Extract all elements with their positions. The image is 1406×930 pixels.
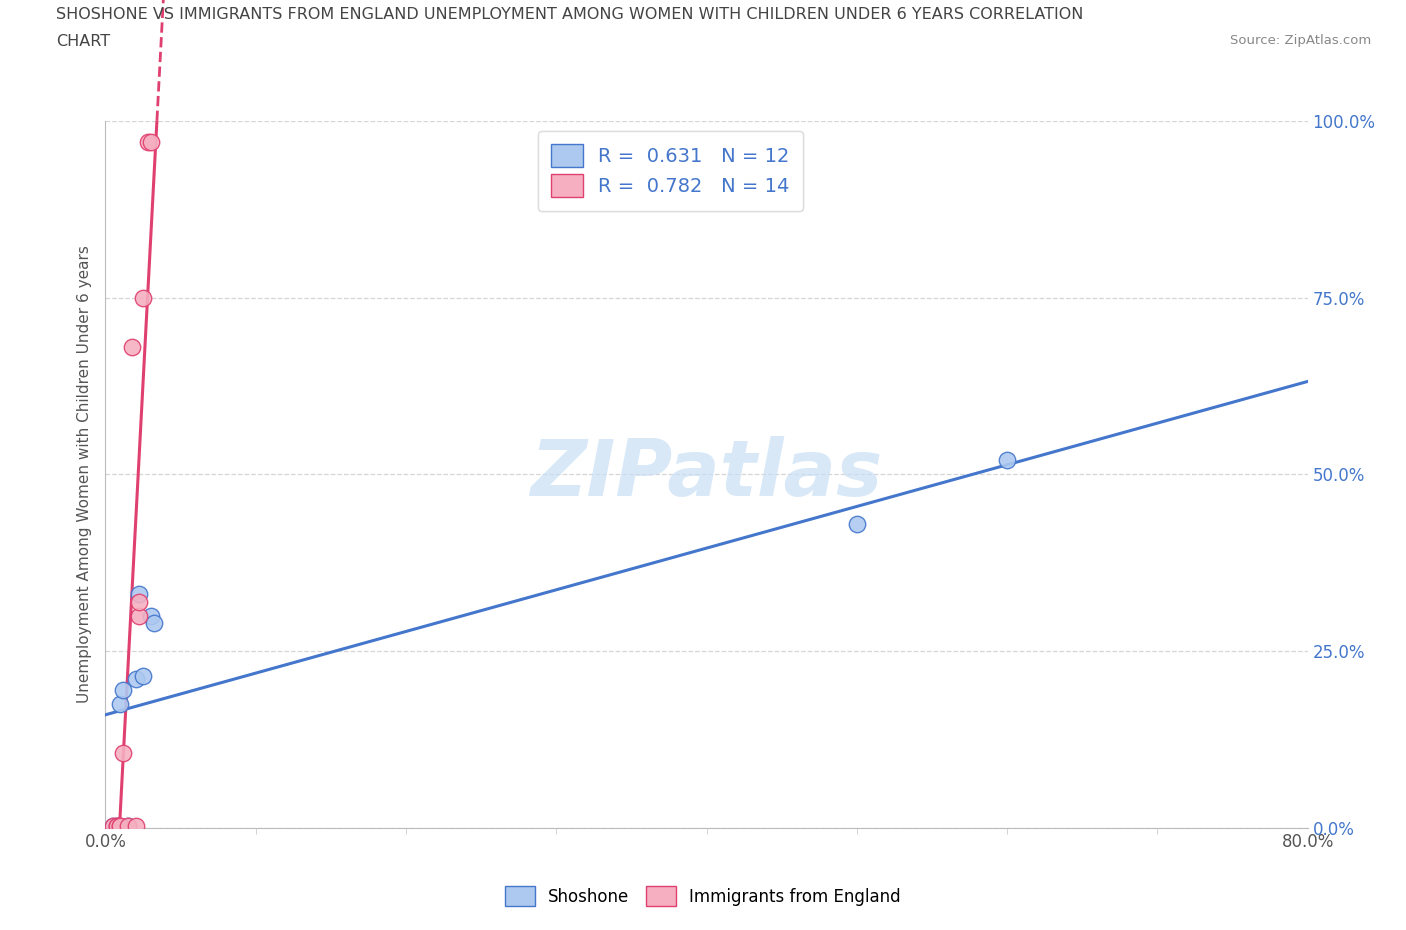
Legend: R =  0.631   N = 12, R =  0.782   N = 14: R = 0.631 N = 12, R = 0.782 N = 14	[538, 130, 803, 210]
Legend: Shoshone, Immigrants from England: Shoshone, Immigrants from England	[498, 880, 908, 912]
Point	[101, 818, 124, 833]
Point	[121, 339, 143, 354]
Text: CHART: CHART	[56, 34, 110, 49]
Text: Source: ZipAtlas.com: Source: ZipAtlas.com	[1230, 34, 1371, 47]
Point	[995, 453, 1018, 468]
Point	[124, 818, 146, 833]
Point	[101, 818, 124, 833]
Point	[845, 516, 868, 531]
Point	[142, 616, 165, 631]
Point	[107, 818, 129, 833]
Point	[107, 818, 129, 833]
Point	[139, 135, 162, 150]
Point	[132, 290, 155, 305]
Point	[110, 818, 132, 833]
Point	[124, 671, 146, 686]
Point	[128, 594, 150, 609]
Point	[136, 135, 159, 150]
Point	[112, 746, 135, 761]
Point	[110, 697, 132, 711]
Point	[107, 818, 129, 833]
Point	[112, 683, 135, 698]
Point	[110, 818, 132, 833]
Point	[117, 818, 139, 833]
Point	[132, 669, 155, 684]
Point	[128, 587, 150, 602]
Text: SHOSHONE VS IMMIGRANTS FROM ENGLAND UNEMPLOYMENT AMONG WOMEN WITH CHILDREN UNDER: SHOSHONE VS IMMIGRANTS FROM ENGLAND UNEM…	[56, 7, 1084, 22]
Y-axis label: Unemployment Among Women with Children Under 6 years: Unemployment Among Women with Children U…	[77, 246, 93, 703]
Point	[128, 608, 150, 623]
Text: ZIPatlas: ZIPatlas	[530, 436, 883, 512]
Point	[139, 608, 162, 623]
Point	[117, 818, 139, 833]
